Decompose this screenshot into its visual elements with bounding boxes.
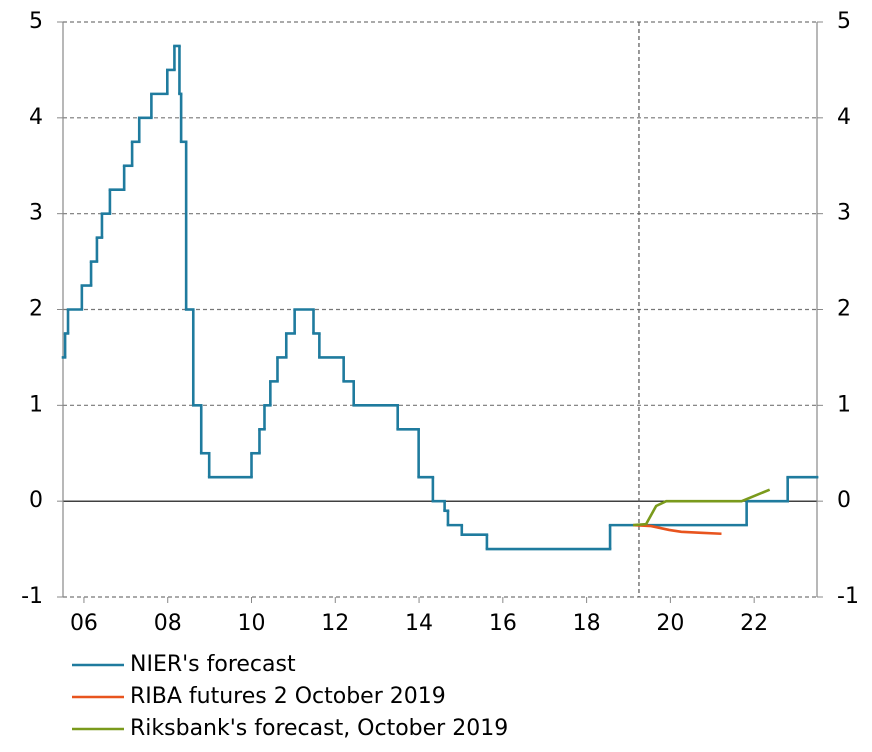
- y2-tick-label: 1: [837, 392, 851, 417]
- y2-tick-label: 4: [837, 105, 851, 130]
- x-tick-label: 14: [405, 611, 433, 636]
- y-tick-label: 0: [29, 488, 43, 513]
- legend-label: Riksbank's forecast, October 2019: [130, 716, 508, 741]
- y2-tick-label: -1: [837, 584, 859, 609]
- x-tick-label: 08: [154, 611, 182, 636]
- y-tick-label: -1: [21, 584, 43, 609]
- y-tick-label: 1: [29, 392, 43, 417]
- x-tick-label: 22: [740, 611, 768, 636]
- legend-label: NIER's forecast: [130, 652, 296, 677]
- y2-tick-label: 3: [837, 201, 851, 226]
- x-tick-label: 12: [321, 611, 349, 636]
- y-tick-label: 2: [29, 297, 43, 322]
- x-tick-label: 06: [70, 611, 98, 636]
- x-tick-label: 10: [238, 611, 266, 636]
- series-line: [633, 523, 722, 536]
- y-tick-label: 3: [29, 201, 43, 226]
- step-end: [815, 475, 819, 479]
- y-tick-label: 5: [29, 9, 43, 34]
- y2-tick-label: 0: [837, 488, 851, 513]
- y2-tick-label: 5: [837, 9, 851, 34]
- x-tick-label: 16: [489, 611, 517, 636]
- x-tick-label: 18: [573, 611, 601, 636]
- x-tick-label: 20: [656, 611, 684, 636]
- series-line: [633, 488, 771, 527]
- legend-label: RIBA futures 2 October 2019: [130, 684, 446, 709]
- y-tick-label: 4: [29, 105, 43, 130]
- y2-tick-label: 2: [837, 297, 851, 322]
